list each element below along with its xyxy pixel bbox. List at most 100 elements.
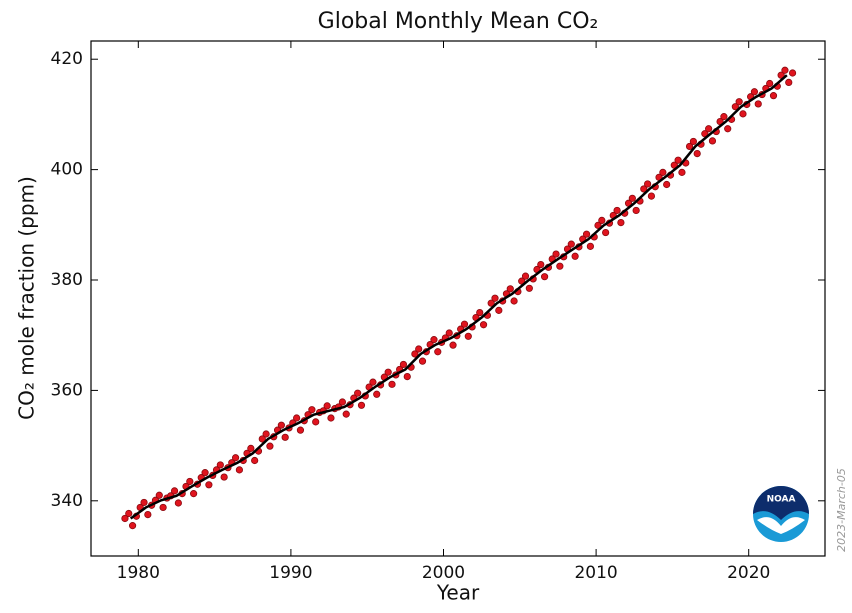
data-point — [251, 456, 259, 465]
data-point — [705, 125, 713, 133]
data-point — [399, 360, 408, 369]
data-point — [537, 260, 545, 269]
y-tick-label: 420 — [51, 49, 83, 69]
data-point — [323, 402, 331, 410]
data-point — [415, 345, 423, 353]
data-point — [258, 435, 266, 443]
x-tick-label: 1980 — [117, 563, 160, 583]
data-point — [739, 110, 747, 118]
data-point — [190, 490, 198, 498]
data-point — [220, 473, 228, 481]
data-point — [640, 185, 648, 193]
data-point — [678, 168, 686, 176]
data-point — [373, 390, 381, 398]
data-point — [647, 192, 656, 200]
data-point — [781, 66, 789, 74]
data-point — [602, 228, 610, 237]
data-point — [556, 262, 564, 270]
data-point — [582, 230, 591, 238]
data-point — [479, 321, 488, 329]
x-tick-label: 2020 — [727, 563, 770, 583]
data-point — [342, 410, 350, 418]
data-point — [357, 401, 366, 409]
data-point — [445, 329, 453, 337]
data-point — [495, 306, 503, 314]
data-point — [487, 299, 495, 307]
x-axis-label: Year — [436, 581, 480, 605]
chart-title: Global Monthly Mean CO₂ — [318, 9, 599, 34]
y-tick-label: 380 — [51, 270, 83, 290]
data-point — [460, 320, 469, 328]
data-point — [644, 180, 652, 188]
y-axis-label: CO₂ mole fraction (ppm) — [15, 176, 39, 420]
data-point — [128, 522, 137, 530]
data-point — [785, 78, 793, 86]
y-tick-label: 360 — [51, 380, 83, 400]
data-point — [231, 454, 240, 462]
data-point — [525, 284, 533, 292]
data-point — [617, 219, 625, 227]
data-point — [750, 88, 759, 96]
data-point — [125, 509, 133, 518]
data-point — [155, 491, 163, 499]
data-point — [510, 297, 518, 305]
data-point — [766, 79, 774, 88]
data-point — [174, 499, 182, 507]
x-tick-label: 2010 — [574, 563, 617, 583]
data-point — [403, 373, 411, 381]
x-tick-label: 1990 — [269, 563, 312, 583]
data-point — [205, 481, 213, 489]
data-point — [384, 368, 392, 376]
data-point — [338, 398, 347, 406]
data-point — [632, 206, 640, 215]
data-point — [159, 503, 167, 512]
data-point — [140, 498, 148, 507]
data-point — [552, 250, 560, 258]
data-point — [277, 421, 285, 429]
data-point — [754, 100, 762, 108]
data-point — [411, 350, 419, 358]
data-point — [327, 414, 335, 422]
data-point — [685, 142, 694, 151]
data-point — [121, 514, 129, 523]
data-point — [281, 433, 289, 441]
data-point — [693, 150, 701, 158]
y-tick-label: 400 — [51, 160, 83, 180]
logo-bird — [757, 517, 805, 534]
logo-top — [753, 486, 809, 520]
data-point — [724, 125, 732, 133]
data-point — [308, 406, 316, 414]
data-point — [628, 194, 636, 202]
data-point — [312, 418, 320, 426]
data-point — [247, 444, 255, 452]
data-point — [598, 216, 606, 224]
data-point — [674, 156, 682, 164]
noaa-logo: NOAA — [753, 486, 809, 542]
data-point — [354, 389, 362, 397]
data-point — [777, 71, 785, 79]
data-point — [144, 511, 152, 519]
data-point — [216, 461, 224, 469]
logo-text: NOAA — [767, 495, 796, 505]
data-point — [613, 206, 621, 215]
plot-frame — [90, 40, 826, 557]
data-point — [491, 294, 499, 302]
date-stamp: 2023-March-05 — [835, 468, 848, 552]
data-point — [418, 357, 427, 365]
data-point — [262, 430, 270, 438]
data-point — [235, 466, 244, 474]
data-point — [708, 137, 717, 145]
data-point — [170, 487, 179, 495]
data-point — [521, 272, 530, 280]
data-point — [369, 378, 377, 386]
data-point — [293, 414, 301, 422]
data-point — [788, 69, 797, 77]
data-point — [506, 285, 514, 293]
data-point — [720, 113, 728, 121]
data-point — [201, 469, 209, 477]
data-point — [735, 98, 743, 106]
data-point — [571, 252, 579, 260]
data-point — [266, 442, 274, 450]
data-point — [586, 242, 594, 250]
